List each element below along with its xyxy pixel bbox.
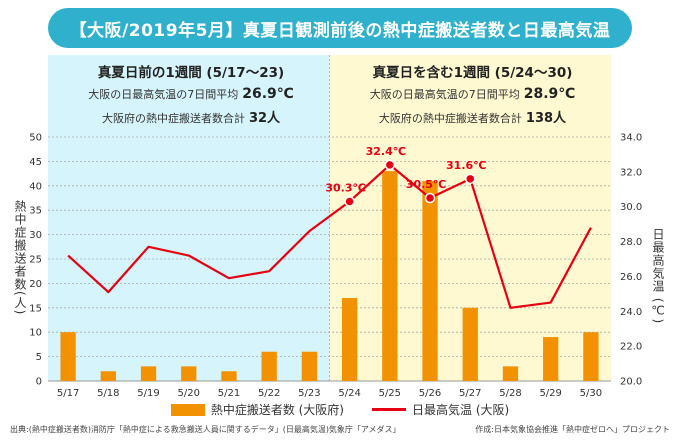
bar-transport-count <box>261 351 277 381</box>
x-tick-label: 5/29 <box>539 388 561 399</box>
bar-transport-count <box>301 351 318 381</box>
y-tick-left: 45 <box>29 157 42 168</box>
bar-transport-count <box>583 332 599 381</box>
summary-after-week: 真夏日を含む1週間 (5/24〜30) 大阪の日最高気温の7日間平均 28.9℃ … <box>334 55 611 126</box>
before-week-panel <box>48 55 330 381</box>
temperature-marker <box>424 192 436 204</box>
x-tick-label: 5/21 <box>218 388 240 399</box>
legend-item-line: 日最高気温 (大阪) <box>372 401 509 418</box>
bar-transport-count <box>462 307 478 381</box>
legend-bar-swatch <box>170 403 205 416</box>
y-tick-left: 10 <box>29 328 42 339</box>
summary-before-week: 真夏日前の1週間 (5/17〜23) 大阪の日最高気温の7日間平均 26.9℃ 大… <box>48 55 334 126</box>
chart-title: 【大阪/2019年5月】真夏日観測前後の熱中症搬送者数と日最高気温 <box>48 8 632 48</box>
temperature-marker <box>465 173 476 185</box>
summary-before-count-line: 大阪府の熱中症搬送者数合計 32人 <box>48 107 334 126</box>
legend-line-swatch <box>372 408 406 411</box>
summary-before-temp-value: 26.9℃ <box>242 86 294 102</box>
y-tick-left: 20 <box>29 279 42 290</box>
y-tick-right: 28.0 <box>620 237 642 248</box>
temperature-marker <box>344 196 355 207</box>
legend-line-label: 日最高気温 (大阪) <box>412 403 510 417</box>
summary-after-temp-label: 大阪の日最高気温の7日間平均 <box>369 88 520 101</box>
summary-before-count-value: 32人 <box>248 111 281 126</box>
summary-before-temp-line: 大阪の日最高気温の7日間平均 26.9℃ <box>48 86 334 102</box>
bar-transport-count <box>543 337 559 381</box>
x-tick-label: 5/28 <box>499 388 521 399</box>
x-tick-label: 5/30 <box>580 388 602 399</box>
bar-transport-count <box>422 180 438 381</box>
summary-before-heading: 真夏日前の1週間 (5/17〜23) <box>97 65 285 81</box>
temperature-marker <box>384 159 396 171</box>
y-tick-right: 34.0 <box>620 133 642 144</box>
x-tick-label: 5/20 <box>178 388 200 399</box>
summary-after-temp-value: 28.9℃ <box>523 86 576 102</box>
summary-after-count-value: 138人 <box>525 111 567 126</box>
temperature-data-label: 31.6℃ <box>446 159 486 172</box>
x-tick-label: 5/17 <box>57 388 79 399</box>
temperature-data-label: 32.4℃ <box>366 145 406 158</box>
x-tick-label: 5/19 <box>137 388 159 399</box>
summary-after-heading: 真夏日を含む1週間 (5/24〜30) <box>372 65 573 81</box>
bar-transport-count <box>382 171 398 381</box>
bar-transport-count <box>221 371 237 381</box>
x-tick-label: 5/23 <box>298 388 320 399</box>
y-axis-left-label: 熱中症搬送者数(人) <box>13 200 27 316</box>
y-tick-left: 0 <box>36 377 42 388</box>
footer: 出典:(熱中症搬送者数)消防庁「熱中症による救急搬送人員に関するデータ」(日最高… <box>10 424 670 435</box>
footer-credit: 作成:日本気象協会推進「熱中症ゼロへ」プロジェクト <box>475 425 670 434</box>
bar-transport-count <box>60 332 76 381</box>
footer-source: 出典:(熱中症搬送者数)消防庁「熱中症による救急搬送人員に関するデータ」(日最高… <box>10 425 401 434</box>
bar-transport-count <box>140 366 157 381</box>
y-tick-left: 25 <box>29 255 42 266</box>
y-tick-right: 30.0 <box>620 202 642 213</box>
y-tick-right: 24.0 <box>620 307 642 318</box>
summary-after-count-label: 大阪府の熱中症搬送者数合計 <box>378 112 522 125</box>
y-tick-right: 22.0 <box>620 342 642 353</box>
bar-transport-count <box>502 366 519 381</box>
x-tick-label: 5/18 <box>97 388 119 399</box>
y-tick-left: 5 <box>36 352 42 363</box>
x-tick-label: 5/22 <box>258 388 280 399</box>
temperature-data-label: 30.3℃ <box>325 181 365 194</box>
y-axis-right-label: 日最高気温 (℃) <box>651 228 665 325</box>
legend-item-bar: 熱中症搬送者数 (大阪府) <box>170 401 344 418</box>
y-tick-right: 32.0 <box>620 167 642 178</box>
x-tick-label: 5/27 <box>459 388 481 399</box>
legend: 熱中症搬送者数 (大阪府) 日最高気温 (大阪) <box>0 401 680 418</box>
bar-transport-count <box>181 366 197 381</box>
x-tick-label: 5/25 <box>379 388 401 399</box>
y-tick-left: 35 <box>29 206 42 217</box>
bar-transport-count <box>341 298 358 381</box>
summary-after-temp-line: 大阪の日最高気温の7日間平均 28.9℃ <box>334 86 611 102</box>
bar-transport-count <box>100 371 116 381</box>
summary-before-temp-label: 大阪の日最高気温の7日間平均 <box>88 88 239 101</box>
x-tick-label: 5/24 <box>338 388 360 399</box>
y-tick-right: 26.0 <box>620 272 642 283</box>
summary-after-count-line: 大阪府の熱中症搬送者数合計 138人 <box>334 107 611 126</box>
y-tick-left: 15 <box>29 303 42 314</box>
summary-before-count-label: 大阪府の熱中症搬送者数合計 <box>101 112 245 125</box>
temperature-data-label: 30.5℃ <box>406 178 446 191</box>
temperature-line <box>67 163 592 309</box>
y-tick-right: 20.0 <box>620 377 642 388</box>
x-tick-label: 5/26 <box>419 388 441 399</box>
y-tick-left: 50 <box>29 133 42 144</box>
y-tick-left: 40 <box>29 181 42 192</box>
y-tick-left: 30 <box>29 230 42 241</box>
legend-bar-label: 熱中症搬送者数 (大阪府) <box>210 403 344 417</box>
